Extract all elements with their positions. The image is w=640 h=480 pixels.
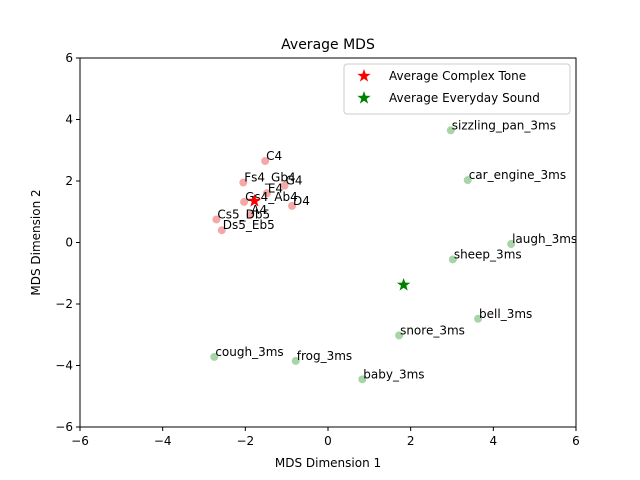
point-label: car_engine_3ms: [469, 168, 566, 182]
x-tick-label: −4: [154, 434, 172, 448]
x-tick-label: 0: [324, 434, 332, 448]
everyday-sound-point: [291, 356, 300, 365]
point-label: snore_3ms: [400, 323, 465, 337]
y-tick-label: 4: [65, 113, 73, 127]
complex-tone-point: [239, 178, 248, 187]
everyday-sound-point: [446, 126, 455, 135]
point-label: A4: [251, 203, 267, 217]
x-axis-label: MDS Dimension 1: [275, 456, 381, 470]
everyday-sound-point: [210, 352, 219, 361]
point-label: laugh_3ms: [512, 232, 577, 246]
point-label: cough_3ms: [215, 345, 283, 359]
point-label: baby_3ms: [363, 367, 424, 381]
y-tick-label: 2: [65, 174, 73, 188]
x-tick-label: 6: [572, 434, 580, 448]
y-axis-ticks: −6 −4 −2 0 2 4 6: [55, 51, 80, 434]
everyday-sound-point: [395, 331, 404, 340]
complex-tone-point: [288, 201, 297, 210]
complex-tone-point: [212, 215, 221, 224]
y-tick-label: −6: [55, 420, 73, 434]
average-star-marker: [396, 277, 411, 291]
point-label: Cs5_Db5: [217, 207, 270, 221]
legend-star-icon: [357, 91, 371, 104]
x-tick-label: 2: [407, 434, 415, 448]
complex-tone-point: [217, 226, 226, 235]
x-axis-ticks: −6 −4 −2 0 2 4 6: [71, 427, 580, 448]
data-points: C4Fs4_Gb4G4E4Gs4_Ab4D4A4Cs5_Db5Ds5_Eb5si…: [210, 118, 577, 384]
legend: Average Complex Tone Average Everyday Sou…: [343, 63, 571, 115]
point-label: bell_3ms: [479, 307, 532, 321]
point-label: Fs4_Gb4: [244, 171, 295, 185]
x-tick-label: −6: [71, 434, 89, 448]
point-label: sizzling_pan_3ms: [452, 118, 556, 132]
average-star-marker: [247, 193, 262, 207]
everyday-sound-point: [358, 375, 367, 384]
complex-tone-point: [261, 157, 270, 166]
complex-tone-point: [240, 197, 249, 206]
complex-tone-point: [246, 210, 255, 219]
legend-star-icon: [357, 69, 371, 82]
legend-entry-label: Average Complex Tone: [389, 69, 526, 83]
point-label: D4: [293, 194, 310, 208]
everyday-sound-point: [448, 255, 457, 264]
chart-title: Average MDS: [281, 37, 375, 53]
everyday-sound-point: [463, 176, 472, 185]
point-label: C4: [266, 149, 282, 163]
everyday-sound-point: [474, 314, 483, 323]
point-label: sheep_3ms: [454, 247, 522, 261]
legend-entry-label: Average Everyday Sound: [389, 91, 540, 105]
point-label: Ds5_Eb5: [223, 218, 275, 232]
complex-tone-point: [280, 181, 289, 190]
everyday-sound-point: [507, 240, 516, 249]
y-tick-label: 0: [65, 236, 73, 250]
x-tick-label: 4: [490, 434, 498, 448]
point-label: frog_3ms: [297, 349, 352, 363]
plot-area: [79, 57, 577, 428]
x-tick-label: −2: [236, 434, 254, 448]
y-tick-label: −4: [55, 359, 73, 373]
y-axis-label: MDS Dimension 2: [29, 189, 43, 295]
y-tick-label: 6: [65, 51, 73, 65]
y-tick-label: −2: [55, 297, 73, 311]
legend-box: [343, 63, 571, 115]
point-label: G4: [286, 174, 303, 188]
complex-tone-point: [262, 189, 271, 198]
point-label: E4: [268, 181, 283, 195]
